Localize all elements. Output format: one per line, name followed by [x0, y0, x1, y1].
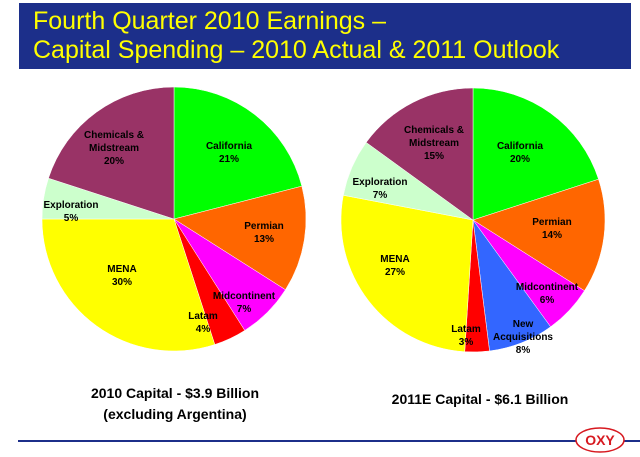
slice-label-latam: Latam 3%	[451, 324, 481, 348]
title-line-1: Fourth Quarter 2010 Earnings –	[33, 7, 386, 35]
pie-slice-mena	[41, 218, 216, 352]
slice-label-mena: MENA 30%	[107, 264, 136, 288]
slice-label-mena: MENA 27%	[380, 254, 409, 278]
caption-2011-title: 2011E Capital - $6.1 Billion	[391, 391, 569, 407]
caption-2010-title: 2010 Capital - $3.9 Billion	[90, 385, 260, 401]
footer-rule	[18, 440, 640, 442]
title-banner: Fourth Quarter 2010 Earnings – Capital S…	[19, 3, 631, 69]
pie-slice-permian	[472, 178, 606, 292]
slice-label-latam: Latam 4%	[188, 311, 218, 335]
caption-2011: 2011E Capital - $6.1 Billion	[360, 389, 600, 410]
slice-label-new-acquisitions: New Acquisitions 8%	[493, 319, 553, 356]
slice-label-midcontinent: Midcontinent 7%	[213, 291, 276, 315]
pie-slice-california	[173, 86, 303, 220]
pie-slice-mena	[340, 194, 474, 353]
title-line-2: Capital Spending – 2010 Actual & 2011 Ou…	[33, 36, 560, 64]
slice-label-midcontinent: Midcontinent 6%	[516, 282, 579, 306]
slice-label-permian: Permian 13%	[244, 221, 283, 245]
slice-label-chemicals-midstream: Chemicals & Midstream 20%	[84, 130, 144, 167]
slice-label-california: California 20%	[497, 141, 544, 165]
pie-chart-2011: California 20% Permian 14% Midcontinent 6% New…	[340, 87, 606, 356]
slice-label-permian: Permian 14%	[532, 217, 571, 241]
slice-label-exploration: Exploration 5%	[43, 200, 98, 224]
slice-label-exploration: Exploration 7%	[352, 177, 407, 201]
caption-2010: 2010 Capital - $3.9 Billion (excluding A…	[55, 383, 295, 425]
pie-chart-2010: California 21% Permian 13% Midcontinent 7%Lat…	[41, 86, 307, 352]
caption-2010-subtitle: (excluding Argentina)	[103, 406, 247, 422]
slice-label-chemicals-midstream: Chemicals & Midstream 15%	[404, 125, 464, 162]
pie-slice-chemicals-midstream	[48, 86, 175, 220]
oxy-logo: OXY	[575, 427, 625, 453]
pie-slice-permian	[173, 185, 307, 291]
pie-slice-chemicals-midstream	[365, 87, 474, 221]
logo-text: OXY	[585, 432, 615, 448]
slice-label-california: California 21%	[206, 141, 253, 165]
pie-slice-california	[472, 87, 599, 221]
